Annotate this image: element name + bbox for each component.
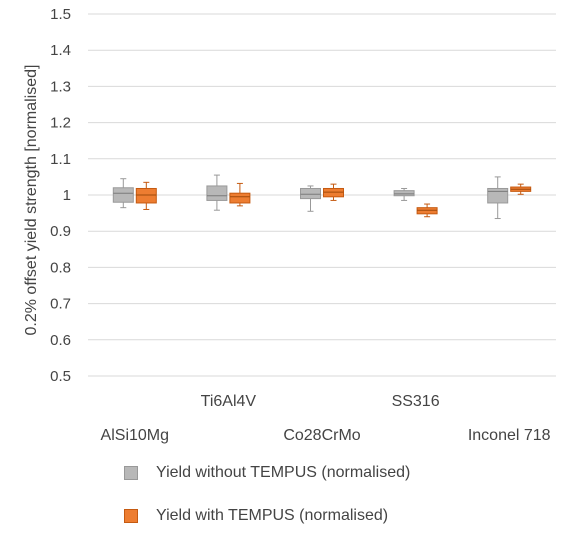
box-iqr — [229, 192, 251, 204]
box-1-3 — [416, 203, 438, 218]
x-category-label: AlSi10Mg — [101, 427, 169, 444]
legend-item-with: Yield with TEMPUS (normalised) — [124, 507, 388, 525]
y-tick-label: 1.1 — [50, 151, 71, 168]
box-1-2 — [323, 183, 344, 201]
box-1-4 — [510, 183, 532, 195]
box-series — [112, 174, 532, 220]
y-tick-label: 1.5 — [50, 6, 71, 23]
y-axis-label: 0.2% offset yield strength [normalised] — [23, 65, 40, 336]
y-tick-label: 1.4 — [50, 42, 71, 59]
legend-label-without: Yield without TEMPUS (normalised) — [156, 464, 411, 481]
box-iqr — [300, 187, 321, 200]
y-tick-label: 0.9 — [50, 223, 71, 240]
box-0-0 — [112, 178, 134, 209]
box-iqr — [323, 187, 344, 198]
box-iqr — [393, 190, 415, 197]
x-category-label: Co28CrMo — [283, 427, 360, 444]
box-iqr — [416, 207, 438, 215]
box-1-1 — [229, 182, 251, 207]
box-0-1 — [206, 174, 228, 211]
y-tick-labels: 0.5 0.6 0.7 0.8 0.9 1 1.1 1.2 1.3 1.4 1.5 — [50, 6, 71, 385]
legend-item-without: Yield without TEMPUS (normalised) — [124, 464, 410, 482]
box-iqr — [206, 185, 228, 201]
grid-lines — [88, 13, 556, 377]
legend-label-with: Yield with TEMPUS (normalised) — [156, 507, 389, 524]
box-iqr — [487, 187, 509, 204]
x-category-label: Inconel 718 — [468, 427, 551, 444]
box-0-4 — [487, 176, 509, 220]
x-category-labels: AlSi10Mg Ti6Al4V Co28CrMo SS316 Inconel 718 — [101, 393, 551, 444]
box-1-0 — [135, 181, 157, 210]
x-category-label: SS316 — [392, 393, 440, 410]
y-tick-label: 1.2 — [50, 115, 71, 132]
y-tick-label: 1 — [63, 187, 71, 204]
box-iqr — [112, 187, 134, 203]
box-0-3 — [393, 187, 415, 201]
legend-swatch-with — [124, 509, 138, 523]
y-tick-label: 0.8 — [50, 259, 71, 276]
box-iqr — [135, 187, 157, 204]
y-tick-label: 0.5 — [50, 368, 71, 385]
y-tick-label: 0.6 — [50, 332, 71, 349]
box-0-2 — [300, 185, 321, 212]
legend-swatch-without — [124, 466, 138, 480]
x-category-label: Ti6Al4V — [201, 393, 257, 410]
y-tick-label: 1.3 — [50, 78, 71, 95]
y-tick-label: 0.7 — [50, 296, 71, 313]
